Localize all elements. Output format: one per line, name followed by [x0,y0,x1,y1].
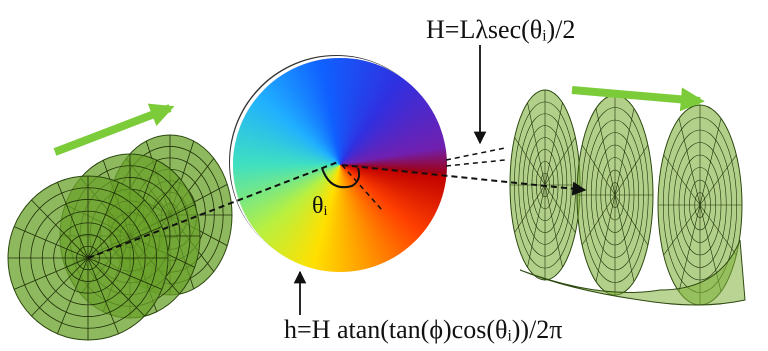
direction-arrow [55,108,170,152]
height-formula: h=H atan(tan(ϕ)cos(θᵢ))/2π [284,315,562,344]
diagram: H=Lλsec(θᵢ)/2 θᵢ h=H atan(tan(ϕ)cos(θᵢ))… [0,0,768,351]
angle-label: θᵢ [312,193,327,219]
incident-ray [88,162,338,258]
pitch-formula: H=Lλsec(θᵢ)/2 [426,15,575,44]
pitch-line [446,148,505,160]
output-ray [342,165,585,190]
angle-arc [322,168,359,187]
direction-arrow [572,90,700,101]
overlay-layer: H=Lλsec(θᵢ)/2 θᵢ h=H atan(tan(ϕ)cos(θᵢ))… [0,0,768,351]
pitch-line [446,160,505,166]
